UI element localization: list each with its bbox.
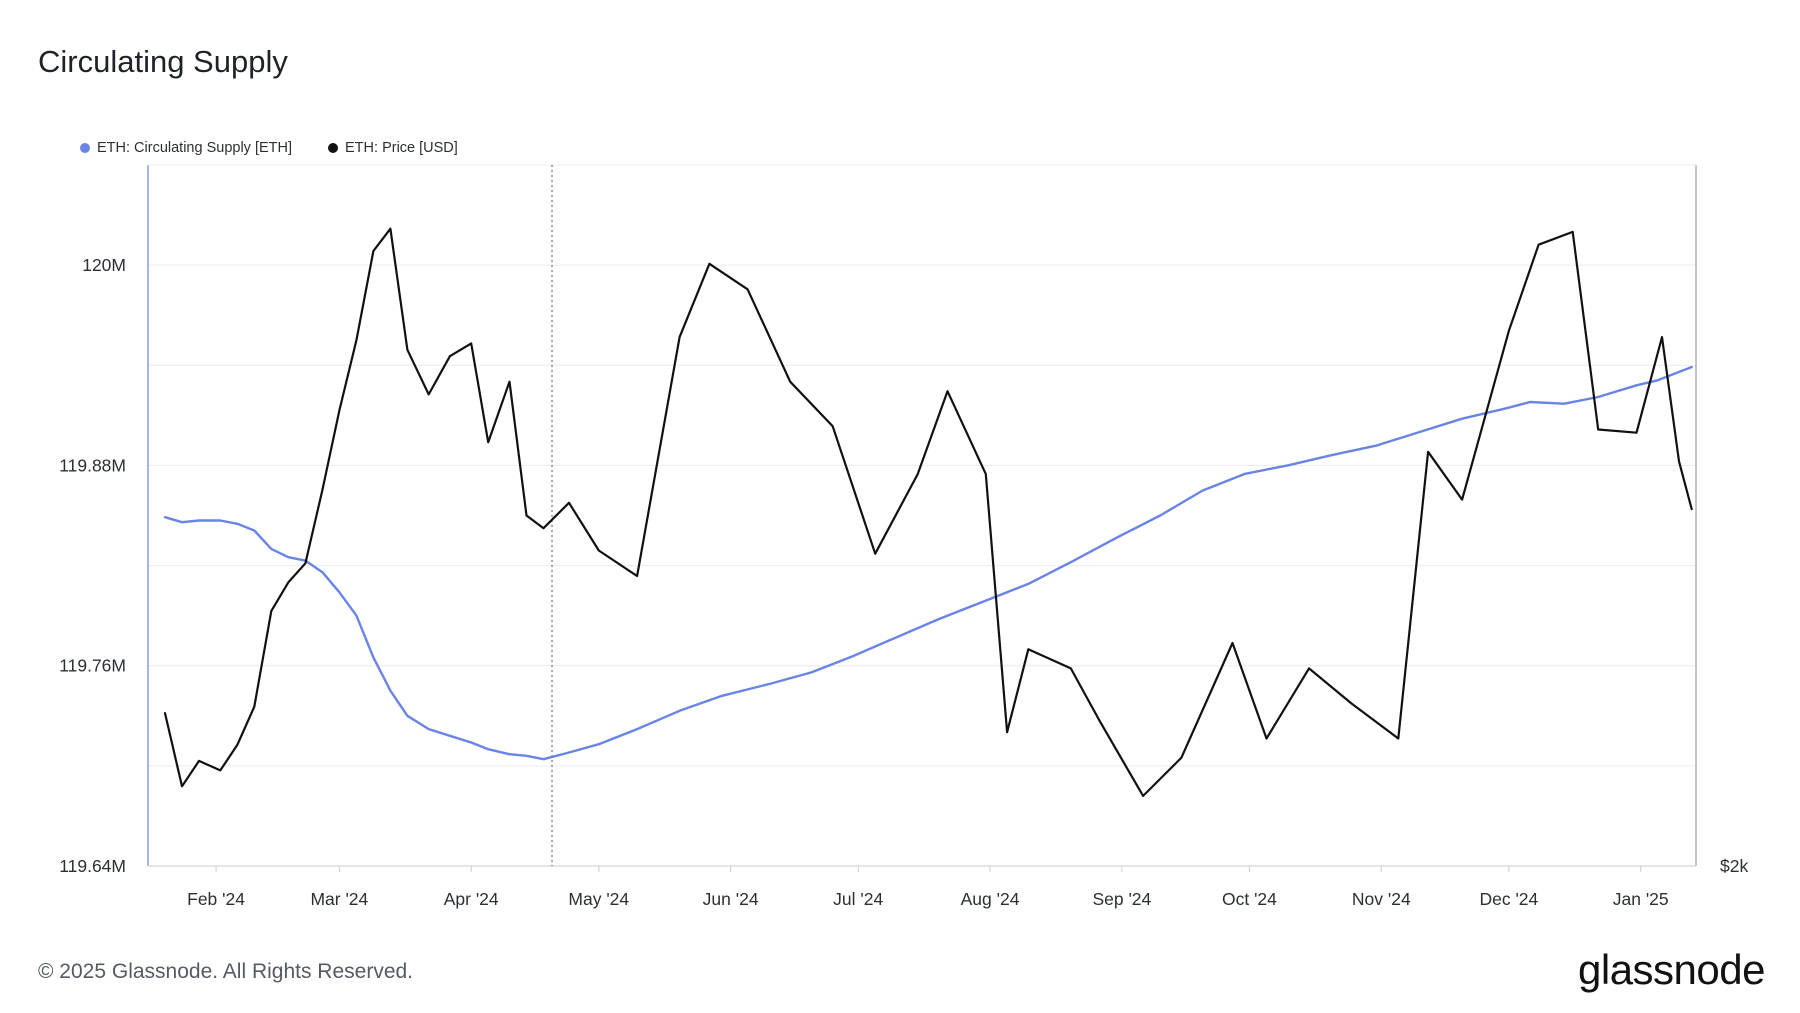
x-tick-label: Oct '24: [1222, 889, 1277, 909]
y-left-tick-label: 119.76M: [59, 656, 126, 676]
legend-label-supply: ETH: Circulating Supply [ETH]: [97, 140, 293, 156]
x-tick-label: Feb '24: [187, 889, 245, 909]
y-left-tick-label: 119.64M: [59, 856, 126, 876]
chart-title: Circulating Supply: [38, 44, 288, 79]
x-tick-label: Apr '24: [444, 889, 499, 909]
series-line-price[interactable]: [163, 227, 1693, 798]
x-tick-label: Jul '24: [833, 889, 883, 909]
x-tick-label: Mar '24: [310, 889, 368, 909]
x-tick-label: Aug '24: [961, 889, 1020, 909]
x-tick-label: Sep '24: [1092, 889, 1151, 909]
x-tick-label: Jun '24: [703, 889, 759, 909]
legend-item-price[interactable]: ETH: Price [USD]: [328, 140, 458, 156]
y-right-tick-label: $2k: [1720, 856, 1748, 876]
legend-dot-price: [328, 143, 339, 153]
x-tick-label: Dec '24: [1479, 889, 1538, 909]
x-tick-label: May '24: [568, 889, 629, 909]
legend-label-price: ETH: Price [USD]: [345, 140, 458, 156]
x-tick-label: Nov '24: [1352, 889, 1411, 909]
footer-copyright: © 2025 Glassnode. All Rights Reserved.: [38, 960, 414, 983]
legend-item-supply[interactable]: ETH: Circulating Supply [ETH]: [80, 140, 292, 156]
y-left-tick-label: 119.88M: [59, 455, 126, 475]
glassnode-logo: glassnode: [1578, 946, 1765, 993]
x-tick-label: Jan '25: [1613, 889, 1669, 909]
legend-dot-supply: [80, 143, 90, 153]
y-left-tick-label: 120M: [82, 255, 126, 275]
series-line-supply[interactable]: [163, 365, 1693, 761]
chart-legend: ETH: Circulating Supply [ETH] ETH: Price…: [80, 140, 458, 156]
